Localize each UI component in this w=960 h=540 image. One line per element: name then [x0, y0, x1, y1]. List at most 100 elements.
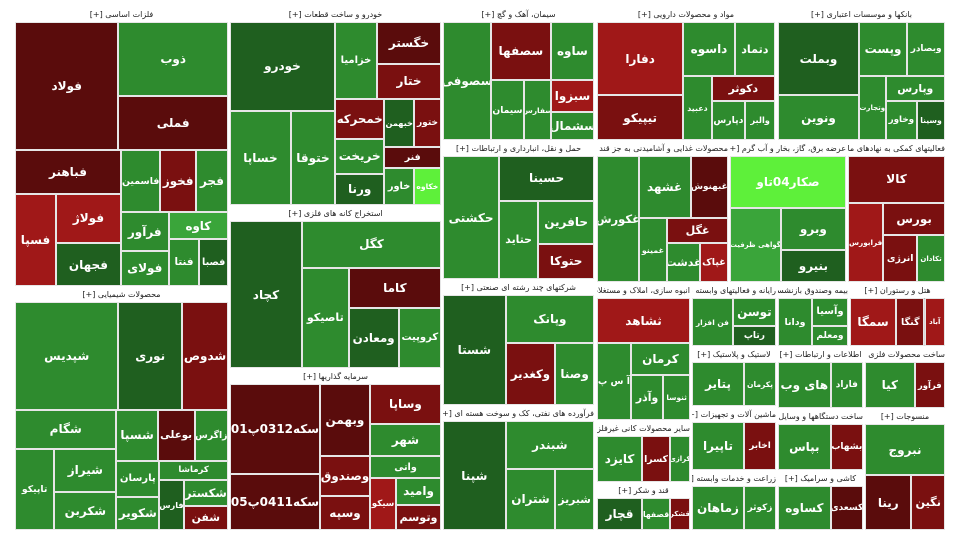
stock-tile[interactable]: زاگرس [194, 410, 228, 461]
sector-title[interactable]: لاستیک و پلاستیک [+] [692, 348, 776, 363]
stock-tile[interactable]: سصوفی [443, 22, 491, 140]
sector-title[interactable]: فرآورده های نفتی، کک و سوخت هسته ای [+] [443, 407, 594, 422]
stock-tile[interactable]: فاراد [830, 362, 863, 408]
sector-title[interactable]: کاشی و سرامیک [+] [778, 472, 863, 487]
stock-tile[interactable]: بشهاب [830, 424, 863, 470]
stock-tile[interactable]: تاپیکو [15, 448, 55, 530]
stock-tile[interactable]: دعبید [683, 76, 712, 140]
stock-tile[interactable]: سبزوا [551, 80, 594, 113]
stock-tile[interactable]: سصفها [490, 22, 551, 81]
sector-title[interactable]: فلزات اساسی [+] [15, 8, 228, 23]
stock-tile[interactable]: غپاک [699, 242, 728, 282]
stock-tile[interactable]: غگل [667, 218, 728, 243]
stock-tile[interactable]: غشهد [638, 156, 691, 219]
stock-tile[interactable]: بوعلی [157, 410, 195, 461]
stock-tile[interactable]: دتماد [734, 22, 775, 77]
stock-tile[interactable]: ورنا [334, 173, 385, 205]
stock-tile[interactable]: دکوثر [711, 76, 775, 101]
stock-tile[interactable]: ختوقا [290, 110, 335, 205]
sector-title[interactable]: محصولات شیمیایی [+] [15, 288, 228, 303]
stock-tile[interactable]: شکویر [116, 496, 160, 530]
stock-tile[interactable]: وتجارت [858, 76, 886, 140]
sector-title[interactable]: ماشین آلات و تجهیزات [+] [692, 408, 776, 423]
sector-title[interactable]: بیمه وصندوق بازنشستگی [+] [778, 284, 848, 299]
stock-tile[interactable]: ساوه [550, 22, 594, 81]
stock-tile[interactable]: فرابورس [848, 202, 884, 282]
stock-tile[interactable]: سفارس [523, 80, 552, 140]
stock-tile[interactable]: پکرمان [744, 362, 776, 406]
stock-tile[interactable]: وبصادر [907, 22, 945, 77]
stock-tile[interactable]: شتران [505, 468, 556, 530]
stock-tile[interactable]: ثشاهد [597, 298, 690, 344]
sector-title[interactable]: انبوه سازی، املاک و مستغلات [+] [597, 284, 690, 299]
sector-title[interactable]: حمل و نقل، انبارداری و ارتباطات [+] [443, 142, 594, 157]
stock-tile[interactable]: زماهان [692, 486, 744, 530]
stock-tile[interactable]: وپارس [885, 76, 945, 101]
stock-tile[interactable]: سکه0312پ01 [230, 384, 320, 475]
stock-tile[interactable]: های وب [778, 362, 831, 408]
stock-tile[interactable]: آباد [924, 298, 945, 346]
stock-tile[interactable]: نبروج [865, 424, 945, 476]
stock-tile[interactable]: ومعادن [348, 307, 399, 368]
stock-tile[interactable]: حافرین [538, 200, 594, 244]
stock-tile[interactable]: فولاژ [55, 193, 121, 244]
sector-title[interactable]: خودرو و ساخت قطعات [+] [230, 8, 441, 23]
stock-tile[interactable]: تکادان [917, 235, 945, 282]
stock-tile[interactable]: والبر [745, 100, 775, 140]
stock-tile[interactable]: غدشت [667, 242, 700, 282]
stock-tile[interactable]: خبهمن [384, 98, 414, 147]
stock-tile[interactable]: پارسان [116, 460, 160, 497]
stock-tile[interactable]: بپاس [778, 424, 831, 470]
stock-tile[interactable]: فجر [195, 150, 228, 213]
stock-tile[interactable]: وخاور [885, 100, 918, 140]
sector-title[interactable]: ساخت دستگاهها و وسایل برقی [+] [778, 410, 863, 425]
stock-tile[interactable]: خگستر [377, 22, 441, 64]
stock-tile[interactable]: وامید [396, 477, 441, 506]
stock-tile[interactable]: وآسیا [811, 298, 848, 326]
stock-tile[interactable]: تیپیکو [597, 95, 684, 140]
stock-tile[interactable]: شبندر [505, 421, 594, 469]
stock-tile[interactable]: کسعدی [830, 486, 863, 530]
stock-tile[interactable]: وسپه [319, 495, 371, 530]
stock-tile[interactable]: بنیرو [780, 249, 846, 282]
stock-tile[interactable]: ومعلم [811, 325, 848, 346]
stock-tile[interactable]: خمحرکه [334, 98, 385, 139]
stock-tile[interactable]: دفارا [597, 22, 684, 96]
stock-tile[interactable]: سشمال [551, 112, 594, 140]
stock-tile[interactable]: رینا [865, 475, 912, 530]
stock-tile[interactable]: شپدیس [15, 302, 119, 411]
stock-tile[interactable]: کسرا [642, 436, 670, 482]
stock-tile[interactable]: سیکو [370, 477, 397, 530]
stock-tile[interactable]: شسپا [116, 410, 158, 461]
stock-tile[interactable]: شدوص [182, 302, 228, 411]
stock-tile[interactable]: تاپیرا [692, 422, 744, 470]
stock-tile[interactable]: وپانک [505, 295, 594, 344]
stock-tile[interactable]: کاما [348, 267, 441, 308]
stock-tile[interactable]: شپنا [443, 421, 506, 530]
stock-tile[interactable]: کساوه [778, 486, 831, 530]
stock-tile[interactable]: شگام [15, 410, 117, 449]
stock-tile[interactable]: نگین [911, 475, 945, 530]
stock-tile[interactable]: سکه0411پ05 [230, 474, 320, 530]
stock-tile[interactable]: فاسمین [120, 150, 161, 213]
stock-tile[interactable]: کچاد [230, 221, 302, 368]
sector-title[interactable]: هتل و رستوران [+] [850, 284, 945, 299]
stock-tile[interactable]: داسوه [683, 22, 735, 77]
stock-tile[interactable]: اخابر [744, 422, 776, 470]
stock-tile[interactable]: حکشتی [443, 156, 500, 279]
stock-tile[interactable]: ونوین [778, 95, 859, 140]
stock-tile[interactable]: قچار [597, 498, 643, 530]
stock-tile[interactable]: کرمان [630, 343, 690, 375]
stock-tile[interactable]: خزامیا [334, 22, 378, 99]
stock-tile[interactable]: غکورش [597, 156, 639, 282]
stock-tile[interactable]: ختور [414, 98, 441, 147]
stock-tile[interactable]: قشکر [669, 498, 690, 530]
stock-tile[interactable]: وصندوق [319, 456, 371, 496]
stock-tile[interactable]: قصفها [642, 498, 670, 530]
stock-tile[interactable]: ذوب [118, 22, 228, 97]
stock-tile[interactable]: فرآور [120, 212, 169, 251]
sector-title[interactable]: شرکتهای چند رشته ای صنعتی [+] [443, 281, 594, 296]
sector-title[interactable]: محصولات غذایی و آشامیدنی به جز قند و شکر… [597, 142, 728, 157]
stock-tile[interactable]: فصبا [199, 238, 228, 286]
stock-tile[interactable]: غمینو [638, 218, 668, 282]
